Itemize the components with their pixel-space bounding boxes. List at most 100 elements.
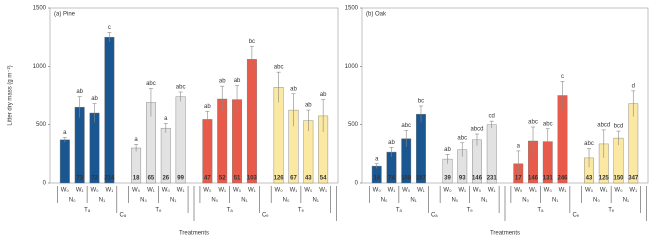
x-tick-label: W₁: [600, 188, 608, 194]
significance-letter: ab: [290, 86, 297, 92]
x-tick-label: W₀: [614, 188, 623, 194]
sample-count: 52: [219, 176, 226, 182]
x-tick-label: W₀: [304, 188, 313, 194]
subgroup-label: N₀: [451, 198, 458, 204]
sample-count: 103: [247, 176, 258, 182]
sample-count: 108: [401, 176, 412, 182]
significance-letter: abc: [584, 141, 594, 147]
bar: [104, 36, 115, 184]
subgroup-label: N₀: [211, 198, 218, 204]
significance-letter: d: [632, 83, 635, 89]
x-tick-label: W₀: [203, 188, 212, 194]
x-axis-label: Treatments: [179, 231, 209, 237]
significance-letter: ab: [91, 96, 98, 102]
significance-letter: c: [561, 74, 564, 80]
x-tick-label: W₀: [162, 188, 171, 194]
sample-count: 231: [487, 176, 498, 182]
y-tick-label: 0: [355, 181, 359, 187]
group-label: Tₐ: [396, 208, 403, 214]
x-tick-label: W₁: [388, 188, 396, 194]
subgroup-label: N₀: [69, 198, 76, 204]
significance-letter: cd: [489, 114, 495, 120]
x-tick-label: W₁: [319, 188, 327, 194]
significance-letter: bc: [418, 99, 424, 105]
sample-count: 26: [162, 176, 169, 182]
sample-count: 43: [305, 176, 312, 182]
group-label: Tₑ: [298, 208, 305, 214]
significance-letter: ab: [444, 147, 451, 153]
significance-letter: abc: [457, 135, 467, 141]
significance-letter: abc: [543, 121, 553, 127]
x-tick-label: W₁: [417, 188, 425, 194]
x-tick-label: W₀: [132, 188, 141, 194]
sample-count: 99: [177, 176, 184, 182]
bar: [74, 106, 85, 184]
sample-count: 187: [416, 176, 427, 182]
significance-letter: ab: [76, 89, 83, 95]
block-label: Cₑ: [572, 213, 579, 219]
x-tick-label: W₀: [90, 188, 99, 194]
x-tick-label: W₁: [629, 188, 637, 194]
sample-count: 67: [290, 176, 297, 182]
sample-count: 347: [628, 176, 639, 182]
sample-count: 47: [204, 176, 211, 182]
bar: [59, 139, 70, 184]
sample-count: 126: [274, 176, 285, 182]
significance-letter: ab: [219, 79, 226, 85]
significance-letter: abc: [528, 120, 538, 126]
sample-count: 74: [388, 176, 395, 182]
x-tick-label: W₀: [402, 188, 411, 194]
significance-letter: a: [517, 143, 521, 149]
y-tick-label: 0: [43, 181, 47, 187]
subgroup-label: N₁: [99, 198, 105, 204]
sample-count: 43: [586, 176, 593, 182]
subgroup-label: N₁: [623, 198, 629, 204]
bar: [202, 119, 213, 184]
group-label: Tₐ: [227, 208, 234, 214]
significance-letter: abc: [146, 81, 156, 87]
significance-letter: ab: [234, 78, 241, 84]
group-label: Tₑ: [608, 208, 615, 214]
subgroup-label: N₀: [522, 198, 529, 204]
y-tick-label: 1000: [345, 64, 359, 70]
bar: [246, 59, 257, 184]
y-tick-label: 500: [348, 122, 359, 128]
x-tick-label: W₁: [76, 188, 84, 194]
bar: [175, 96, 186, 184]
sample-count: 146: [528, 176, 539, 182]
x-tick-label: W₀: [585, 188, 594, 194]
sample-count: 93: [459, 176, 466, 182]
x-tick-label: W₁: [290, 188, 298, 194]
x-tick-label: W₀: [544, 188, 553, 194]
group-label: Tₑ: [155, 208, 162, 214]
bar: [89, 112, 100, 184]
significance-letter: a: [375, 156, 379, 162]
group-label: Tₑ: [467, 208, 474, 214]
group-label: Tₐ: [84, 208, 91, 214]
x-tick-label: W₁: [458, 188, 466, 194]
x-tick-label: W₀: [373, 188, 382, 194]
significance-letter: a: [164, 116, 168, 122]
plot-frame: [361, 7, 649, 184]
x-tick-label: W₁: [106, 188, 114, 194]
sample-count: 73: [76, 176, 83, 182]
significance-letter: a: [134, 137, 138, 143]
sample-count: 39: [444, 176, 451, 182]
sample-count: 18: [133, 176, 140, 182]
x-tick-label: W₁: [218, 188, 226, 194]
subgroup-label: N₁: [481, 198, 487, 204]
significance-letter: c: [108, 25, 111, 31]
subgroup-label: N₁: [552, 198, 558, 204]
x-tick-label: W₀: [233, 188, 242, 194]
y-tick-label: 1500: [33, 6, 47, 12]
x-axis-label: Treatments: [490, 231, 520, 237]
sample-count: 54: [320, 176, 327, 182]
x-tick-label: W₁: [488, 188, 496, 194]
bar: [416, 113, 426, 184]
sample-count: 72: [91, 176, 98, 182]
sample-count: 51: [234, 176, 241, 182]
plot-frame: [49, 7, 339, 184]
significance-letter: abcd: [470, 127, 483, 133]
sample-count: 146: [472, 176, 483, 182]
